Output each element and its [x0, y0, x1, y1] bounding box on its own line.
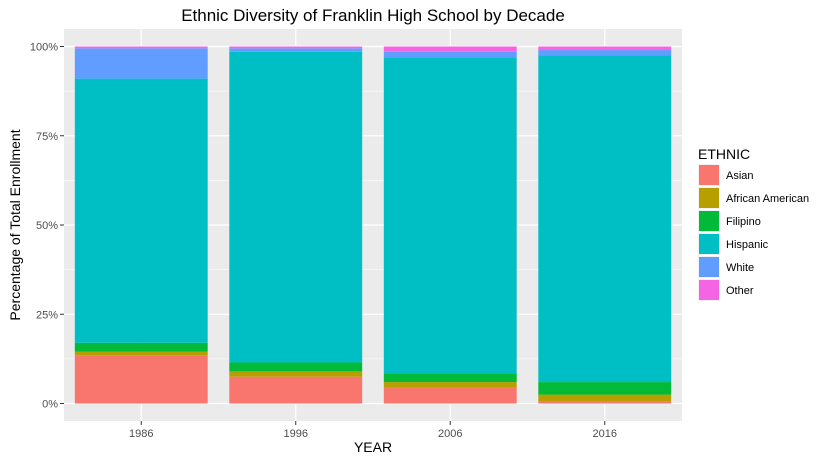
legend-label: African American [726, 193, 809, 205]
bar-segment [229, 371, 363, 377]
y-axis-ticks: 0% 25% 50% 75% 100% [30, 42, 64, 411]
y-tick-label: 0% [42, 399, 58, 411]
bar-segment [538, 50, 672, 56]
bar-segment [383, 46, 517, 52]
bar-segment [383, 373, 517, 383]
legend-title: ETHNIC [698, 146, 750, 162]
x-tick-label: 1986 [129, 428, 153, 440]
x-tick-label: 2006 [438, 428, 462, 440]
legend-label: Filipino [726, 216, 761, 228]
y-tick-label: 100% [30, 42, 58, 54]
legend-swatch [699, 280, 719, 300]
y-tick-label: 75% [36, 131, 58, 143]
bar-segment [74, 78, 208, 343]
x-tick-label: 1996 [284, 428, 308, 440]
legend-label: Hispanic [726, 239, 769, 251]
x-axis-ticks: 1986 1996 2006 2016 [129, 421, 617, 440]
legend-label: Asian [726, 170, 754, 182]
bar-segment [229, 48, 363, 52]
bar-segment [383, 57, 517, 374]
bar-segment [538, 46, 672, 51]
bar-segment [538, 382, 672, 395]
bar-segment [383, 51, 517, 58]
bar-segment [74, 48, 208, 79]
bar-segment [538, 401, 672, 404]
y-tick-label: 25% [36, 309, 58, 321]
bar-segment [74, 342, 208, 352]
x-tick-label: 2016 [593, 428, 617, 440]
legend-label: White [726, 262, 754, 274]
y-tick-label: 50% [36, 220, 58, 232]
bar-segment [383, 382, 517, 388]
legend-swatch [699, 165, 719, 185]
y-axis-title: Percentage of Total Enrollment [7, 129, 23, 320]
bar-segment [538, 55, 672, 383]
legend-label: Other [726, 285, 754, 297]
bars [74, 46, 672, 404]
bar-segment [229, 376, 363, 404]
legend: ETHNIC Asian African American Filipino Hisp… [698, 146, 809, 301]
legend-swatch [699, 234, 719, 254]
x-axis-title: YEAR [354, 439, 392, 455]
bar-segment [74, 351, 208, 356]
legend-swatch [699, 257, 719, 277]
bar-segment [229, 362, 363, 372]
legend-swatch [699, 188, 719, 208]
bar-segment [74, 355, 208, 404]
bar-segment [229, 51, 363, 363]
bar-segment [538, 394, 672, 402]
legend-swatch [699, 211, 719, 231]
bar-segment [229, 46, 363, 49]
chart-title: Ethnic Diversity of Franklin High School… [181, 6, 565, 25]
bar-segment [383, 387, 517, 404]
bar-segment [74, 46, 208, 49]
